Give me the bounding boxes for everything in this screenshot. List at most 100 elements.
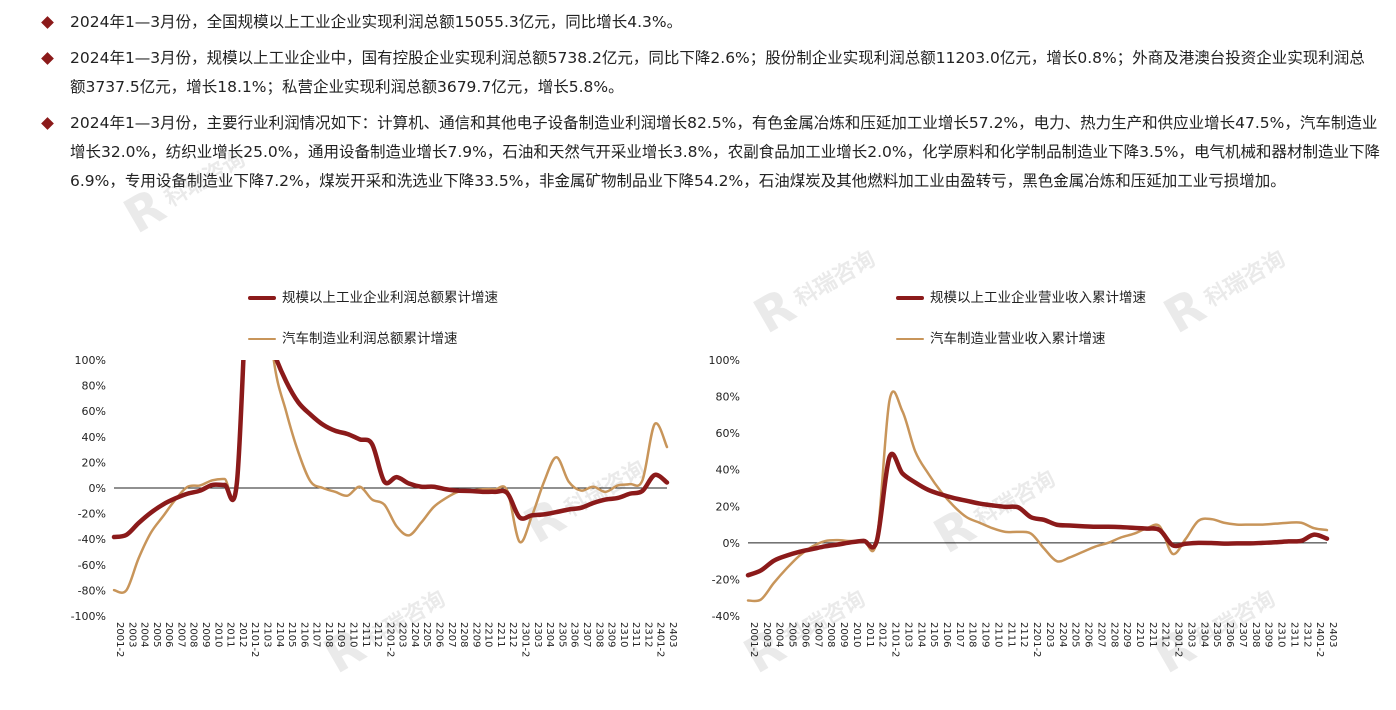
legend-label: 规模以上工业企业营业收入累计增速 <box>930 290 1146 306</box>
x-tick-label: 2012 <box>877 622 888 647</box>
series-line-auto <box>746 390 1329 603</box>
y-tick-label: 80% <box>716 391 740 404</box>
x-tick-label: 2006 <box>163 622 174 647</box>
y-tick-label: -20% <box>78 508 106 521</box>
bullet-item: 2024年1—3月份，全国规模以上工业企业实现利润总额15055.3亿元，同比增… <box>40 8 1380 37</box>
x-tick-label: 2210 <box>483 622 494 647</box>
x-tick-label: 2012 <box>237 622 248 647</box>
x-tick-label: 2304 <box>1198 622 1209 647</box>
x-tick-label: 2101-2 <box>890 622 901 657</box>
x-tick-label: 2201-2 <box>1031 622 1042 657</box>
x-tick-label: 2311 <box>630 622 641 647</box>
x-tick-label: 2310 <box>618 622 629 647</box>
bullet-text: 2024年1—3月份，规模以上工业企业中，国有控股企业实现利润总额5738.2亿… <box>70 49 1365 96</box>
x-tick-label: 2005 <box>151 622 162 647</box>
x-tick-label: 2312 <box>1301 622 1312 647</box>
y-tick-label: -80% <box>78 584 106 597</box>
bullet-text: 2024年1—3月份，主要行业利润情况如下：计算机、通信和其他电子设备制造业利润… <box>70 114 1380 190</box>
legend-item: 汽车制造业营业收入累计增速 <box>896 327 1106 347</box>
x-tick-label: 2103 <box>902 622 913 647</box>
x-tick-label: 2110 <box>347 622 358 647</box>
y-tick-label: 40% <box>82 431 106 444</box>
revenue-growth-chart: 规模以上工业企业营业收入累计增速 汽车制造业营业收入累计增速 -40% -20% 0… <box>700 270 1350 710</box>
x-tick-label: 2207 <box>1095 622 1106 647</box>
x-tick-label: 2204 <box>1057 622 1068 647</box>
x-tick-label: 2011 <box>864 622 875 647</box>
x-tick-label: 2307 <box>581 622 592 647</box>
x-tick-label: 2006 <box>799 622 810 647</box>
x-tick-label: 2105 <box>286 622 297 647</box>
x-tick-label: 2305 <box>1211 622 1222 647</box>
y-tick-label: -100% <box>71 610 106 623</box>
x-tick-label: 2105 <box>928 622 939 647</box>
x-tick-label: 2108 <box>323 622 334 647</box>
line-chart-plot: -40% -20% 0% 20% 40% 60% 80% 100% 2001-2 2003 2004… <box>709 354 1338 657</box>
x-tick-label: 2401-2 <box>655 622 666 657</box>
x-tick-label: 2011 <box>225 622 236 647</box>
x-tick-label: 2301-2 <box>520 622 531 657</box>
series-line-auto <box>112 360 669 594</box>
x-tick-label: 2110 <box>992 622 1003 647</box>
x-tick-label: 2010 <box>212 622 223 647</box>
x-tick-label: 2211 <box>1147 622 1158 647</box>
diamond-bullet-icon <box>41 52 54 65</box>
y-tick-label: 0% <box>723 537 740 550</box>
y-tick-label: 0% <box>89 482 106 495</box>
x-tick-label: 2203 <box>1044 622 1055 647</box>
x-tick-label: 2304 <box>544 622 555 647</box>
x-tick-label: 2303 <box>1185 622 1196 647</box>
x-tick-label: 2306 <box>569 622 580 647</box>
y-tick-label: 100% <box>709 354 740 367</box>
x-tick-label: 2207 <box>446 622 457 647</box>
x-tick-label: 2009 <box>200 622 211 647</box>
y-tick-label: 60% <box>82 405 106 418</box>
x-tick-label: 2109 <box>980 622 991 647</box>
x-tick-label: 2306 <box>1224 622 1235 647</box>
y-tick-label: 20% <box>716 500 740 513</box>
legend-label: 规模以上工业企业利润总额累计增速 <box>282 290 498 306</box>
bullet-item: 2024年1—3月份，规模以上工业企业中，国有控股企业实现利润总额5738.2亿… <box>40 44 1380 102</box>
x-tick-label: 2308 <box>593 622 604 647</box>
bullet-list: 2024年1—3月份，全国规模以上工业企业实现利润总额15055.3亿元，同比增… <box>40 8 1380 203</box>
y-tick-label: -60% <box>78 559 106 572</box>
x-tick-label: 2108 <box>967 622 978 647</box>
x-tick-label: 2106 <box>298 622 309 647</box>
y-tick-label: -40% <box>78 533 106 546</box>
x-tick-label: 2104 <box>274 622 285 647</box>
x-tick-label: 2112 <box>372 622 383 647</box>
y-tick-label: 60% <box>716 427 740 440</box>
x-tick-label: 2206 <box>1083 622 1094 647</box>
y-tick-label: -20% <box>712 573 740 586</box>
x-tick-label: 2210 <box>1134 622 1145 647</box>
x-tick-label: 2309 <box>606 622 617 647</box>
x-tick-label: 2004 <box>774 622 785 647</box>
x-tick-label: 2007 <box>812 622 823 647</box>
x-tick-label: 2209 <box>1121 622 1132 647</box>
x-tick-label: 2311 <box>1288 622 1299 647</box>
diamond-bullet-icon <box>41 16 54 29</box>
y-tick-label: 100% <box>75 354 106 367</box>
x-tick-label: 2003 <box>126 622 137 647</box>
x-tick-label: 2106 <box>941 622 952 647</box>
x-tick-label: 2103 <box>261 622 272 647</box>
x-tick-label: 2403 <box>667 622 678 647</box>
legend-swatch-auto <box>248 338 276 340</box>
y-tick-label: 40% <box>716 464 740 477</box>
x-tick-label: 2003 <box>761 622 772 647</box>
x-tick-label: 2211 <box>495 622 506 647</box>
x-tick-label: 2303 <box>532 622 543 647</box>
x-tick-label: 2208 <box>1108 622 1119 647</box>
x-tick-label: 2010 <box>851 622 862 647</box>
x-tick-label: 2008 <box>188 622 199 647</box>
x-tick-label: 2310 <box>1276 622 1287 647</box>
x-tick-label: 2403 <box>1327 622 1338 647</box>
x-tick-label: 2301-2 <box>1173 622 1184 657</box>
bullet-item: 2024年1—3月份，主要行业利润情况如下：计算机、通信和其他电子设备制造业利润… <box>40 109 1380 196</box>
legend-swatch-main <box>248 296 276 300</box>
x-tick-label: 2009 <box>838 622 849 647</box>
legend-item: 汽车制造业利润总额累计增速 <box>248 327 458 347</box>
x-tick-label: 2205 <box>421 622 432 647</box>
x-tick-label: 2205 <box>1070 622 1081 647</box>
x-tick-label: 2101-2 <box>249 622 260 657</box>
x-tick-label: 2007 <box>175 622 186 647</box>
